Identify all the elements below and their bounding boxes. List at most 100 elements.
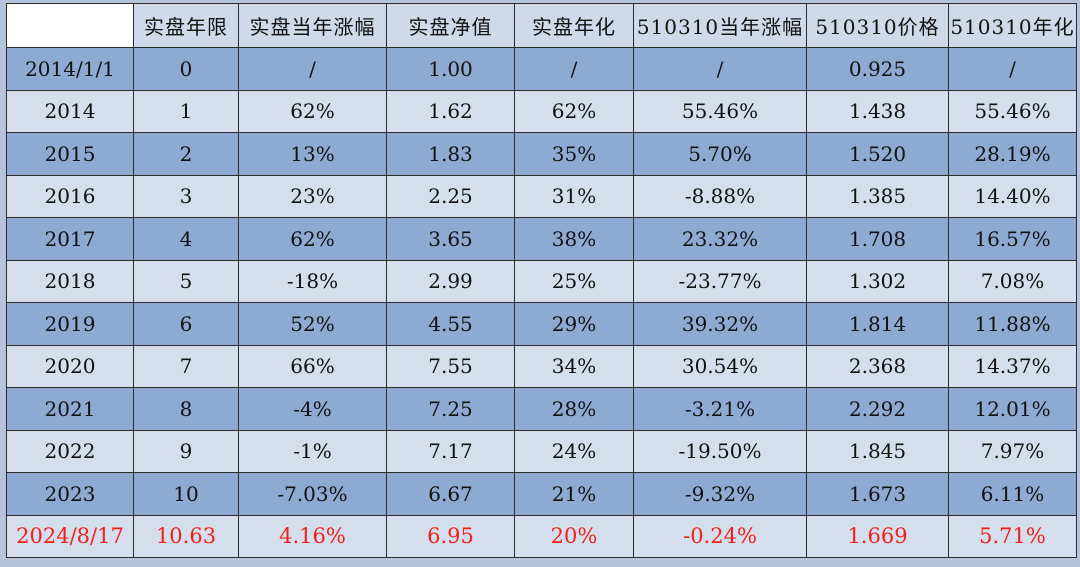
cell-date: 2015 <box>6 132 134 176</box>
header-live-annual-change: 实盘当年涨幅 <box>238 3 387 48</box>
cell-live-nav: 1.83 <box>386 132 515 176</box>
cell-etf-annual-change: 55.46% <box>633 89 807 133</box>
table-header: 实盘年限 实盘当年涨幅 实盘净值 实盘年化 510310当年涨幅 510310价格 5103… <box>6 3 1077 48</box>
performance-table: 实盘年限 实盘当年涨幅 实盘净值 实盘年化 510310当年涨幅 510310价格 5103… <box>6 3 1077 558</box>
cell-etf-price: 1.673 <box>806 472 949 516</box>
cell-live-annual-change: 52% <box>238 302 387 346</box>
cell-date: 2019 <box>6 302 134 346</box>
cell-live-annualized: 28% <box>514 387 634 431</box>
cell-live-annualized: 29% <box>514 302 634 346</box>
cell-date: 2017 <box>6 217 134 261</box>
cell-etf-annualized: 12.01% <box>948 387 1077 431</box>
cell-live-years: 2 <box>133 132 239 176</box>
cell-date: 2022 <box>6 429 134 473</box>
cell-live-annual-change: 62% <box>238 217 387 261</box>
header-live-years: 实盘年限 <box>133 3 239 48</box>
cell-live-annualized: 38% <box>514 217 634 261</box>
cell-live-annualized: 31% <box>514 174 634 218</box>
cell-etf-price: 1.520 <box>806 132 949 176</box>
cell-live-nav: 6.95 <box>386 514 515 558</box>
table-row: 2019 6 52% 4.55 29% 39.32% 1.814 11.88% <box>6 302 1077 346</box>
cell-etf-annualized: / <box>948 47 1077 91</box>
cell-live-annual-change: -18% <box>238 259 387 303</box>
cell-live-annualized: 34% <box>514 344 634 388</box>
cell-live-annualized: 21% <box>514 472 634 516</box>
cell-etf-annualized: 7.97% <box>948 429 1077 473</box>
cell-etf-annual-change: -23.77% <box>633 259 807 303</box>
cell-live-annual-change: 23% <box>238 174 387 218</box>
cell-etf-price: 1.302 <box>806 259 949 303</box>
header-live-annualized: 实盘年化 <box>514 3 634 48</box>
cell-live-nav: 2.99 <box>386 259 515 303</box>
cell-live-nav: 7.55 <box>386 344 515 388</box>
table-row: 2021 8 -4% 7.25 28% -3.21% 2.292 12.01% <box>6 387 1077 431</box>
cell-etf-annualized: 14.40% <box>948 174 1077 218</box>
cell-live-years: 9 <box>133 429 239 473</box>
cell-date: 2018 <box>6 259 134 303</box>
cell-live-years: 10.63 <box>133 514 239 558</box>
cell-etf-price: 2.292 <box>806 387 949 431</box>
cell-live-nav: 1.00 <box>386 47 515 91</box>
cell-date: 2020 <box>6 344 134 388</box>
cell-live-years: 0 <box>133 47 239 91</box>
cell-live-annual-change: -1% <box>238 429 387 473</box>
cell-etf-annualized: 55.46% <box>948 89 1077 133</box>
cell-date: 2014/1/1 <box>6 47 134 91</box>
table-row: 2020 7 66% 7.55 34% 30.54% 2.368 14.37% <box>6 344 1077 388</box>
cell-etf-price: 0.925 <box>806 47 949 91</box>
cell-etf-annualized: 7.08% <box>948 259 1077 303</box>
table-row: 2014/1/1 0/1.00//0.925/ <box>6 47 1077 91</box>
table-row-current: 2024/8/17 10.63 4.16% 6.95 20% -0.24% 1.669 5.7… <box>6 514 1077 558</box>
cell-etf-annual-change: 5.70% <box>633 132 807 176</box>
cell-live-annualized: 20% <box>514 514 634 558</box>
cell-etf-annual-change: 30.54% <box>633 344 807 388</box>
cell-live-annual-change: / <box>238 47 387 91</box>
cell-etf-price: 1.708 <box>806 217 949 261</box>
cell-live-nav: 4.55 <box>386 302 515 346</box>
cell-etf-annual-change: -9.32% <box>633 472 807 516</box>
cell-etf-price: 1.814 <box>806 302 949 346</box>
cell-etf-annualized: 14.37% <box>948 344 1077 388</box>
cell-etf-annual-change: 39.32% <box>633 302 807 346</box>
cell-date: 2016 <box>6 174 134 218</box>
cell-live-years: 10 <box>133 472 239 516</box>
cell-live-years: 3 <box>133 174 239 218</box>
cell-date: 2021 <box>6 387 134 431</box>
cell-live-years: 4 <box>133 217 239 261</box>
cell-live-annual-change: 66% <box>238 344 387 388</box>
cell-etf-price: 1.845 <box>806 429 949 473</box>
table-row: 2014 1 62% 1.62 62% 55.46% 1.438 55.46% <box>6 89 1077 133</box>
cell-live-nav: 6.67 <box>386 472 515 516</box>
cell-live-years: 8 <box>133 387 239 431</box>
cell-etf-price: 1.438 <box>806 89 949 133</box>
cell-etf-annual-change: / <box>633 47 807 91</box>
cell-live-annual-change: 13% <box>238 132 387 176</box>
cell-live-annualized: 24% <box>514 429 634 473</box>
cell-live-annual-change: -4% <box>238 387 387 431</box>
cell-live-nav: 7.25 <box>386 387 515 431</box>
header-etf-price: 510310价格 <box>806 3 949 48</box>
cell-live-annualized: / <box>514 47 634 91</box>
cell-etf-annualized: 5.71% <box>948 514 1077 558</box>
cell-date: 2014 <box>6 89 134 133</box>
cell-date: 2023 <box>6 472 134 516</box>
cell-live-nav: 1.62 <box>386 89 515 133</box>
header-live-nav: 实盘净值 <box>386 3 515 48</box>
cell-live-years: 5 <box>133 259 239 303</box>
header-etf-annualized: 510310年化 <box>948 3 1077 48</box>
cell-live-annualized: 35% <box>514 132 634 176</box>
cell-live-years: 6 <box>133 302 239 346</box>
cell-live-years: 7 <box>133 344 239 388</box>
cell-live-nav: 2.25 <box>386 174 515 218</box>
cell-live-nav: 3.65 <box>386 217 515 261</box>
cell-live-years: 1 <box>133 89 239 133</box>
cell-etf-annualized: 6.11% <box>948 472 1077 516</box>
table-row: 2022 9 -1% 7.17 24% -19.50% 1.845 7.97% <box>6 429 1077 473</box>
table-row: 2015 2 13% 1.83 35% 5.70% 1.520 28.19% <box>6 132 1077 176</box>
table-body: 2014/1/1 0/1.00//0.925/2014 1 62% 1.62 62% 55.… <box>6 47 1077 558</box>
cell-live-annual-change: -7.03% <box>238 472 387 516</box>
cell-etf-annual-change: -3.21% <box>633 387 807 431</box>
cell-etf-annualized: 11.88% <box>948 302 1077 346</box>
cell-live-nav: 7.17 <box>386 429 515 473</box>
